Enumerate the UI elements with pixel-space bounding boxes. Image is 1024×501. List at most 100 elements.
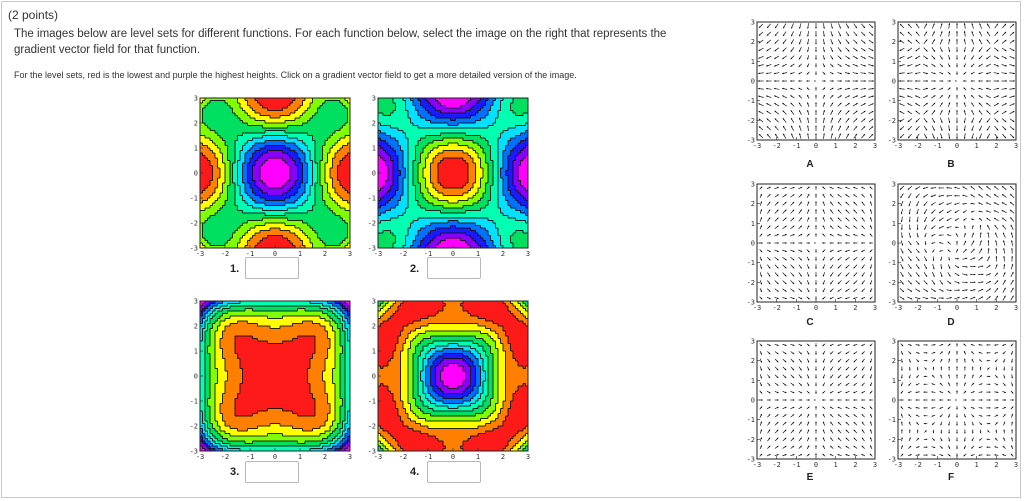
level-cell bbox=[302, 108, 306, 111]
level-cell bbox=[342, 163, 346, 166]
level-cell bbox=[295, 160, 298, 164]
level-cell bbox=[317, 208, 321, 211]
level-cell bbox=[200, 215, 203, 219]
level-cell bbox=[337, 163, 341, 166]
level-cell bbox=[332, 130, 336, 134]
level-cell bbox=[327, 150, 331, 154]
level-cell bbox=[340, 148, 343, 151]
level-cell bbox=[320, 183, 323, 186]
level-cell bbox=[297, 205, 301, 209]
level-cell bbox=[220, 168, 223, 171]
level-cell bbox=[282, 208, 286, 211]
level-cell bbox=[277, 153, 281, 156]
level-cell bbox=[320, 158, 323, 161]
level-cell bbox=[330, 190, 333, 194]
level-cell bbox=[345, 113, 348, 116]
level-cell bbox=[270, 218, 273, 221]
level-cell bbox=[230, 148, 233, 151]
level-cell bbox=[270, 223, 273, 226]
level-cell bbox=[282, 165, 286, 169]
level-cell bbox=[260, 158, 263, 161]
level-cell bbox=[200, 200, 203, 204]
level-cell bbox=[325, 135, 328, 139]
level-cell bbox=[217, 123, 221, 126]
level-cell bbox=[285, 138, 288, 141]
level-cell bbox=[210, 195, 213, 199]
level-cell bbox=[325, 243, 328, 246]
level-cell bbox=[312, 133, 316, 136]
level-cell bbox=[227, 153, 231, 156]
level-cell bbox=[285, 240, 288, 244]
level-cell bbox=[237, 153, 241, 156]
level-cell bbox=[200, 185, 203, 189]
level-cell bbox=[297, 150, 301, 154]
level-cell bbox=[212, 168, 216, 171]
level-cell bbox=[250, 200, 253, 204]
level-cell bbox=[245, 118, 248, 121]
level-cell bbox=[295, 130, 298, 134]
level-cell bbox=[302, 215, 306, 219]
level-cell bbox=[257, 108, 261, 111]
level-cell bbox=[212, 160, 216, 164]
level-cell bbox=[340, 103, 343, 106]
level-cell bbox=[227, 130, 231, 134]
level-cell bbox=[305, 163, 308, 166]
level-cell bbox=[282, 170, 286, 174]
level-cell bbox=[225, 245, 228, 249]
level-cell bbox=[230, 125, 233, 129]
level-cell bbox=[237, 213, 241, 216]
level-cell bbox=[207, 100, 211, 104]
level-cell bbox=[285, 155, 288, 159]
level-cell bbox=[305, 240, 308, 244]
level-cell bbox=[237, 120, 241, 124]
level-cell bbox=[320, 120, 323, 124]
level-cell bbox=[230, 183, 233, 186]
level-cell bbox=[227, 110, 231, 114]
level-cell bbox=[247, 220, 251, 224]
level-cell bbox=[237, 243, 241, 246]
level-cell bbox=[327, 190, 331, 194]
level-cell bbox=[292, 183, 296, 186]
level-cell bbox=[345, 190, 348, 194]
level-cell bbox=[312, 198, 316, 201]
level-cell bbox=[337, 218, 341, 221]
level-cell bbox=[257, 168, 261, 171]
level-cell bbox=[337, 130, 341, 134]
level-cell bbox=[220, 230, 223, 234]
level-cell bbox=[330, 233, 333, 236]
level-cell bbox=[260, 125, 263, 129]
level-cell bbox=[307, 115, 311, 119]
level-cell bbox=[295, 223, 298, 226]
level-cell bbox=[225, 218, 228, 221]
level-cell bbox=[240, 240, 243, 244]
level-set-1-y-tick-label: -1 bbox=[190, 195, 198, 203]
level-cell bbox=[272, 130, 276, 134]
level-cell bbox=[237, 215, 241, 219]
level-cell bbox=[222, 168, 226, 171]
level-cell bbox=[327, 125, 331, 129]
level-cell bbox=[332, 190, 336, 194]
level-cell bbox=[277, 180, 281, 184]
level-cell bbox=[265, 198, 268, 201]
level-cell bbox=[207, 145, 211, 149]
level-cell bbox=[322, 135, 326, 139]
level-cell bbox=[340, 243, 343, 246]
level-cell bbox=[345, 193, 348, 196]
level-set-1-x-tick-label: 0 bbox=[273, 250, 277, 258]
level-cell bbox=[272, 103, 276, 106]
level-cell bbox=[207, 175, 211, 179]
level-cell bbox=[337, 238, 341, 241]
level-cell bbox=[225, 220, 228, 224]
level-cell bbox=[310, 205, 313, 209]
level-cell bbox=[332, 133, 336, 136]
level-cell bbox=[332, 193, 336, 196]
level-cell bbox=[272, 225, 276, 229]
level-cell bbox=[265, 238, 268, 241]
level-cell bbox=[267, 108, 271, 111]
level-cell bbox=[317, 210, 321, 214]
level-cell bbox=[252, 153, 256, 156]
level-cell bbox=[315, 170, 318, 174]
level-cell bbox=[227, 215, 231, 219]
level-cell bbox=[327, 155, 331, 159]
level-cell bbox=[205, 173, 208, 176]
